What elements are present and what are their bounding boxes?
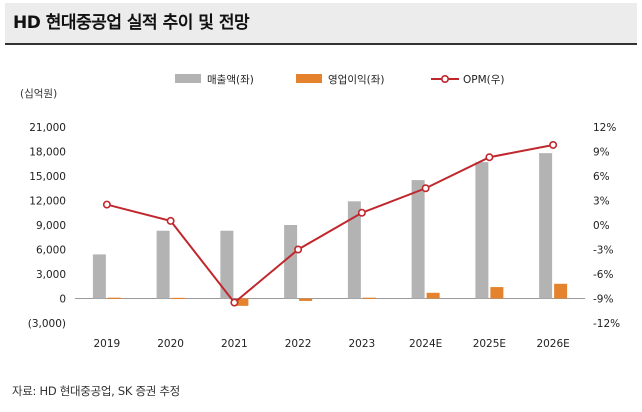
x-axis-tick-label: 2023 xyxy=(349,338,376,350)
opm-point xyxy=(102,200,111,209)
opm-line xyxy=(102,140,558,307)
left-axis-tick-label: 9,000 xyxy=(36,220,66,232)
x-axis-tick-label: 2019 xyxy=(94,338,121,350)
x-axis-tick-label: 2022 xyxy=(285,338,312,350)
revenue-bar xyxy=(284,225,298,299)
operating-profit-bar xyxy=(362,297,376,299)
x-axis-tick-label: 2024E xyxy=(409,338,442,350)
opm-line-path xyxy=(106,143,554,305)
left-axis-tick-label: 3,000 xyxy=(36,269,66,281)
opm-point xyxy=(166,216,175,225)
left-axis-tick-label: (3,000) xyxy=(28,318,66,330)
right-axis-tick-label: -3% xyxy=(593,245,613,257)
left-axis-tick-label: 0 xyxy=(59,294,66,306)
left-axis-tick-label: 15,000 xyxy=(29,171,66,183)
legend-label: OPM(우) xyxy=(463,74,505,86)
left-axis-tick-label: 21,000 xyxy=(29,122,66,134)
x-axis-labels: 2019 2020 2021 2022 2023 2024E 2025E 2026E xyxy=(94,338,570,350)
revenue-bar xyxy=(539,153,553,299)
legend: 매출액(좌) 영업이익(좌) OPM(우) xyxy=(175,73,505,86)
right-axis-tick-label: 3% xyxy=(593,196,610,208)
operating-profit-bar xyxy=(107,297,121,299)
right-axis-tick-label: -6% xyxy=(593,269,613,281)
x-axis-tick-label: 2025E xyxy=(473,338,506,350)
y-axis-unit-label: (십억원) xyxy=(20,88,57,100)
x-axis-tick-label: 2021 xyxy=(221,338,248,350)
chart-plot: (십억원) 매출액(좌) 영업이익(좌) OPM(우) 21,000 18,000 15… xyxy=(20,73,620,350)
right-axis-tick-label: 9% xyxy=(593,147,610,159)
opm-point xyxy=(230,298,239,307)
right-axis-tick-label: 6% xyxy=(593,171,610,183)
legend-swatch-marker xyxy=(440,74,449,83)
revenue-bar xyxy=(156,230,170,299)
opm-point xyxy=(294,245,303,254)
operating-profit-bar xyxy=(171,297,185,300)
chart-title: HD 현대중공업 실적 추이 및 전망 xyxy=(5,3,637,43)
title-divider xyxy=(5,43,637,45)
left-axis-tick-label: 12,000 xyxy=(29,196,66,208)
opm-point xyxy=(421,184,430,193)
bars xyxy=(92,153,568,306)
operating-profit-bar xyxy=(299,298,313,301)
right-axis-tick-label: -12% xyxy=(593,318,620,330)
source-note: 자료: HD 현대중공업, SK 증권 추정 xyxy=(12,384,180,398)
revenue-bar xyxy=(92,254,106,299)
operating-profit-bar xyxy=(490,287,504,299)
legend-swatch xyxy=(296,74,322,83)
right-axis-tick-label: 0% xyxy=(593,220,610,232)
opm-point xyxy=(357,208,366,217)
opm-point xyxy=(485,153,494,162)
x-axis-tick-label: 2020 xyxy=(157,338,184,350)
legend-swatch xyxy=(175,74,201,83)
legend-label: 매출액(좌) xyxy=(207,74,254,86)
opm-point xyxy=(549,140,558,149)
operating-profit-bar xyxy=(426,292,440,299)
left-axis-tick-label: 6,000 xyxy=(36,245,66,257)
operating-profit-bar xyxy=(554,283,568,299)
revenue-bar xyxy=(220,230,234,299)
left-axis-tick-label: 18,000 xyxy=(29,147,66,159)
revenue-bar xyxy=(475,162,489,299)
revenue-bar xyxy=(411,180,425,299)
x-axis-tick-label: 2026E xyxy=(536,338,569,350)
operating-profit-bar xyxy=(235,298,249,306)
right-axis-tick-label: 12% xyxy=(593,122,616,134)
revenue-bar xyxy=(347,201,361,299)
legend-label: 영업이익(좌) xyxy=(328,73,385,86)
right-axis-tick-label: -9% xyxy=(593,294,613,306)
